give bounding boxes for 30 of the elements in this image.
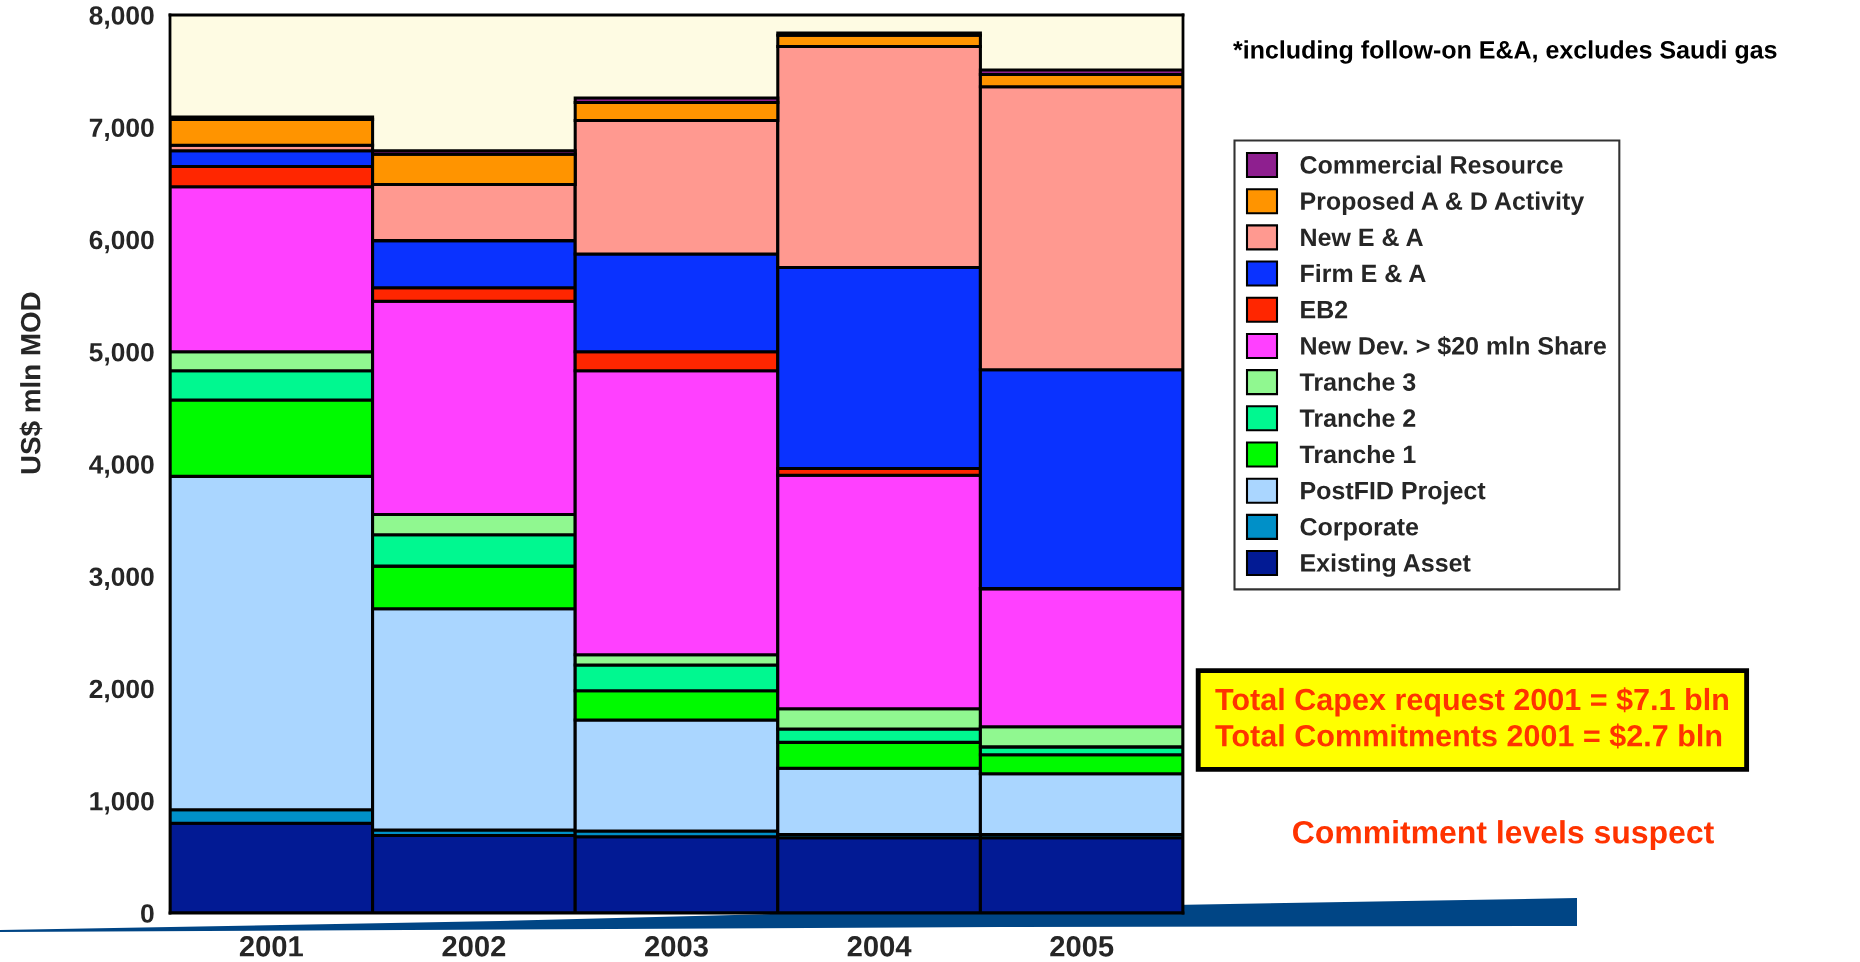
legend-label: Firm E & A bbox=[1301, 263, 1426, 283]
x-tick-label: 2004 bbox=[847, 935, 912, 957]
y-tick-label: 0 bbox=[141, 904, 154, 923]
legend-label: Tranche 1 bbox=[1299, 444, 1416, 464]
legend-label: PostFID Project bbox=[1301, 481, 1486, 505]
legend-label: EB2 bbox=[1301, 300, 1348, 319]
x-tick-label: 2005 bbox=[1050, 935, 1114, 957]
legend-label: Commercial Resource bbox=[1300, 155, 1563, 174]
y-tick-label: 4,000 bbox=[89, 455, 154, 478]
legend-label: Existing Asset bbox=[1301, 553, 1471, 577]
y-tick-label: 8,000 bbox=[89, 6, 154, 29]
text: *including follow-on E&A, excludes Saudi gas bbox=[1233, 40, 1777, 64]
legend-label: New Dev. > $20 mln Share bbox=[1301, 335, 1606, 357]
y-tick-label: 7,000 bbox=[89, 118, 154, 141]
text: Total Capex request 2001 = $7.1 bln Total Commitments 2001 = $2.7 bln bbox=[1215, 687, 1728, 749]
y-tick-label: 3,000 bbox=[89, 567, 154, 590]
x-tick-label: 2001 bbox=[239, 935, 303, 957]
legend-label: Tranche 3 bbox=[1299, 372, 1416, 391]
x-tick-label: 2003 bbox=[645, 935, 708, 957]
text: Commitment levels suspect bbox=[1293, 820, 1714, 850]
x-tick-label: 2002 bbox=[442, 935, 506, 957]
legend-label: New E & A bbox=[1301, 228, 1423, 247]
legend-label: Proposed A & D Activity bbox=[1301, 191, 1585, 215]
y-tick-label: 6,000 bbox=[89, 230, 154, 254]
y-tick-label: 1,000 bbox=[90, 791, 154, 815]
y-tick-label: 5,000 bbox=[89, 342, 154, 366]
legend-label: Corporate bbox=[1300, 517, 1419, 541]
y-tick-label: 2,000 bbox=[89, 679, 154, 703]
legend-label: Tranche 2 bbox=[1299, 408, 1416, 428]
y-axis-title: US$ mln MOD bbox=[19, 292, 43, 474]
